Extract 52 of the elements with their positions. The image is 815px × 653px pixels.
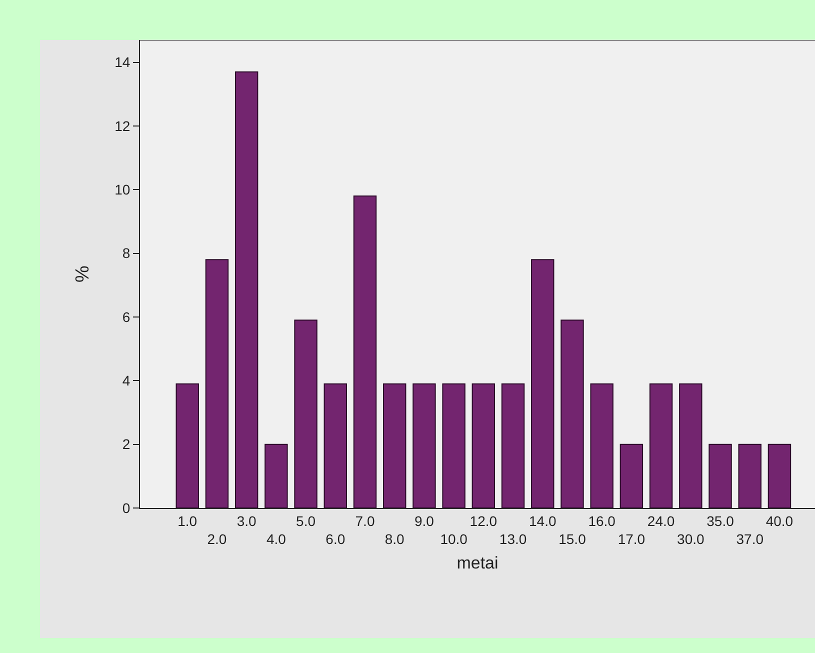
bar [738, 444, 762, 508]
x-tick-label: 8.0 [384, 531, 405, 547]
x-tick-label: 9.0 [414, 512, 434, 529]
bar [679, 383, 702, 508]
bar [531, 259, 554, 508]
bar [412, 383, 436, 508]
x-tick-label: 24.0 [647, 512, 675, 529]
bar [205, 259, 229, 508]
bar [560, 320, 584, 508]
x-tick-label: 12.0 [470, 512, 498, 529]
bar [383, 383, 406, 508]
bar [649, 383, 673, 508]
y-tick-label: 12 [114, 118, 130, 134]
bar [324, 383, 347, 508]
x-tick-label: 4.0 [266, 531, 286, 547]
x-tick-label: 1.0 [178, 512, 198, 529]
x-tick-label: 40.0 [766, 512, 794, 529]
y-axis-title: % [72, 265, 94, 282]
bar [294, 320, 318, 508]
x-tick-label: 5.0 [296, 512, 316, 529]
x-tick-label: 7.0 [355, 512, 375, 529]
x-tick-label: 13.0 [499, 531, 527, 547]
bar [768, 444, 792, 508]
y-tick-label: 8 [122, 245, 130, 262]
x-tick-label: 30.0 [677, 531, 704, 547]
x-tick-label: 16.0 [588, 512, 616, 529]
x-tick-label: 10.0 [440, 531, 468, 547]
bar [234, 71, 258, 508]
x-axis-title: metai [456, 553, 498, 572]
bar [472, 383, 496, 508]
bar [708, 444, 732, 508]
bar [501, 383, 525, 508]
y-tick-label: 2 [122, 436, 130, 452]
y-tick-label: 6 [122, 308, 130, 325]
x-tick-label: 3.0 [236, 512, 257, 529]
x-tick-label: 14.0 [529, 512, 556, 529]
y-tick-label: 4 [122, 372, 130, 389]
x-tick-label: 6.0 [326, 531, 346, 547]
y-tick-label: 10 [114, 182, 130, 198]
bar [442, 383, 466, 508]
x-tick-label: 35.0 [706, 512, 734, 529]
x-tick-label: 37.0 [736, 531, 764, 547]
bar [176, 383, 199, 508]
bar [620, 444, 644, 508]
x-tick-label: 17.0 [618, 531, 646, 547]
y-tick-label: 0 [122, 500, 130, 516]
x-tick-label: 2.0 [207, 531, 227, 547]
x-tick-label: 15.0 [558, 531, 586, 547]
bar [590, 383, 614, 508]
y-tick-label: 14 [114, 54, 130, 70]
bar [353, 196, 377, 508]
bar [264, 444, 288, 508]
